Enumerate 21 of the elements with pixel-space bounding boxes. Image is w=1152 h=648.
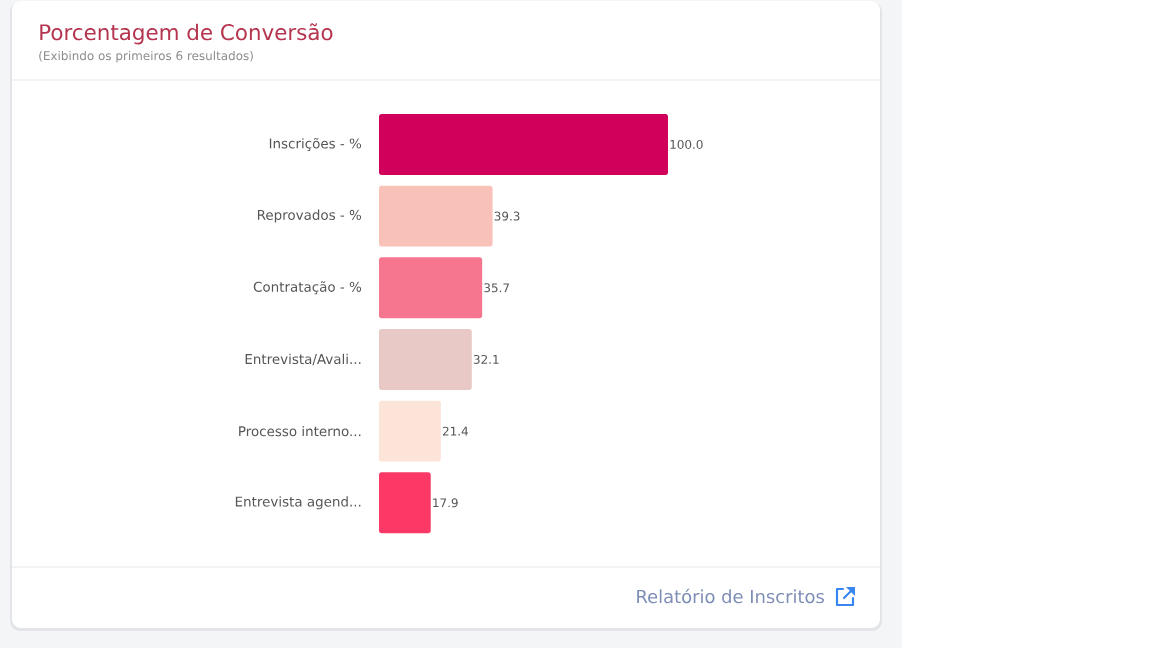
y-tick-label: Reprovados - % — [257, 209, 362, 223]
text: (Exibindo os primeiros 6 resultados) — [39, 50, 253, 63]
y-tick-label: Contratação - % — [253, 281, 362, 295]
data-label: 21.4 — [442, 426, 468, 436]
bar — [379, 113, 668, 175]
y-tick-label: Inscrições - % — [269, 137, 362, 151]
text: Relatório de Inscritos — [637, 588, 824, 604]
y-tick-label: Entrevista agend... — [235, 496, 361, 510]
bar — [379, 328, 472, 390]
y-tick-label: Entrevista/Avali... — [245, 353, 361, 366]
data-label: 35.7 — [484, 283, 509, 293]
text: Porcentagem de Conversão — [40, 23, 333, 45]
bar — [379, 185, 493, 247]
y-tick-label: Processo interno... — [239, 425, 361, 437]
data-label: 100.0 — [670, 139, 703, 149]
bar — [379, 257, 483, 319]
bar — [379, 472, 431, 534]
data-label: 32.1 — [473, 354, 499, 364]
bar — [379, 400, 441, 462]
data-label: 39.3 — [494, 211, 520, 221]
data-label: 17.9 — [433, 498, 458, 508]
